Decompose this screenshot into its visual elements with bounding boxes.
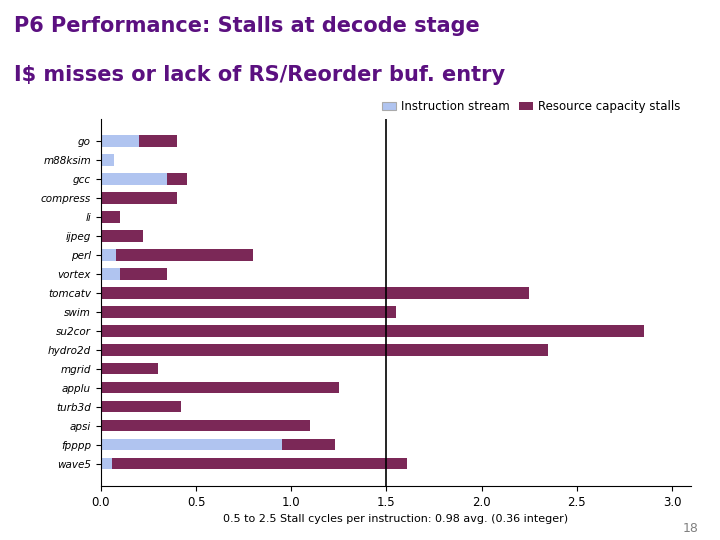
Bar	[101, 325, 644, 336]
Bar	[101, 401, 181, 413]
X-axis label: 0.5 to 2.5 Stall cycles per instruction: 0.98 avg. (0.36 integer): 0.5 to 2.5 Stall cycles per instruction:…	[223, 514, 569, 524]
Text: 18: 18	[683, 522, 698, 535]
Bar	[101, 192, 177, 204]
Bar	[101, 363, 158, 374]
Bar	[101, 154, 114, 166]
Bar	[101, 136, 139, 147]
Bar	[120, 268, 168, 280]
Bar	[101, 211, 120, 222]
Bar	[101, 439, 282, 450]
Bar	[101, 458, 112, 469]
Bar	[112, 458, 408, 469]
Bar	[116, 249, 253, 261]
Bar	[168, 173, 186, 185]
Bar	[101, 173, 168, 185]
Bar	[101, 231, 143, 242]
Bar	[101, 287, 529, 299]
Bar	[101, 420, 310, 431]
Bar	[139, 136, 177, 147]
Bar	[101, 268, 120, 280]
Bar	[101, 344, 549, 355]
Text: P6 Performance: Stalls at decode stage: P6 Performance: Stalls at decode stage	[14, 16, 480, 36]
Bar	[101, 382, 339, 394]
Bar	[101, 249, 116, 261]
Text: I$ misses or lack of RS/Reorder buf. entry: I$ misses or lack of RS/Reorder buf. ent…	[14, 65, 505, 85]
Bar	[101, 306, 396, 318]
Bar	[282, 439, 335, 450]
Legend: Instruction stream, Resource capacity stalls: Instruction stream, Resource capacity st…	[377, 96, 685, 118]
